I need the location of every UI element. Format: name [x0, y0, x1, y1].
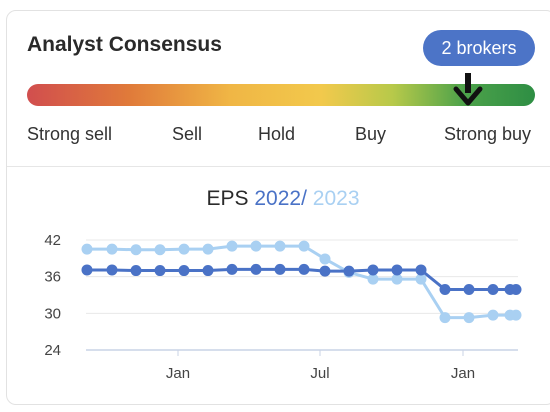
data-point-2022[interactable]: [154, 265, 166, 277]
y-tick-label: 36: [44, 269, 61, 286]
data-point-2023[interactable]: [250, 240, 262, 252]
x-tick-label: Jan: [451, 365, 475, 382]
data-point-2023[interactable]: [274, 240, 286, 252]
data-point-2023[interactable]: [178, 243, 190, 255]
data-point-2022[interactable]: [510, 284, 522, 295]
data-point-2023[interactable]: [106, 243, 118, 255]
y-tick-label: 42: [44, 232, 61, 249]
scale-label-buy: Buy: [355, 124, 387, 144]
data-point-2022[interactable]: [487, 284, 499, 295]
data-point-2023[interactable]: [415, 273, 427, 285]
data-point-2022[interactable]: [274, 263, 286, 275]
scale-label-strong-buy: Strong buy: [444, 124, 532, 144]
rating-marker-arrow-icon: [453, 73, 483, 106]
series-line-2023: [87, 244, 516, 320]
data-point-2022[interactable]: [250, 263, 262, 275]
data-point-2022[interactable]: [391, 264, 403, 276]
data-point-2022[interactable]: [81, 264, 93, 276]
data-point-2023[interactable]: [319, 253, 331, 265]
scale-label-sell: Sell: [172, 124, 203, 144]
scale-label-hold: Hold: [258, 124, 296, 144]
eps-title-prefix: EPS: [206, 187, 249, 210]
data-point-2023[interactable]: [154, 244, 166, 256]
brokers-badge[interactable]: 2 brokers: [423, 30, 535, 66]
data-point-2023[interactable]: [510, 309, 522, 321]
data-point-2022[interactable]: [319, 265, 331, 277]
data-point-2023[interactable]: [463, 312, 475, 324]
eps-title-year-2022[interactable]: 2022: [254, 187, 302, 210]
data-point-2022[interactable]: [202, 265, 214, 277]
data-point-2023[interactable]: [202, 243, 214, 255]
card-title: Analyst Consensus: [27, 33, 222, 56]
data-point-2022[interactable]: [463, 284, 475, 295]
data-point-2022[interactable]: [367, 264, 379, 276]
data-point-2022[interactable]: [130, 265, 142, 277]
y-tick-label: 24: [44, 342, 61, 359]
data-point-2022[interactable]: [439, 284, 451, 295]
data-point-2023[interactable]: [298, 240, 310, 252]
eps-title-year-2023[interactable]: 2023: [312, 187, 360, 210]
data-point-2022[interactable]: [343, 265, 355, 277]
data-point-2023[interactable]: [81, 243, 93, 255]
eps-chart-title: EPS 2022/ 2023: [0, 187, 550, 211]
data-point-2023[interactable]: [367, 273, 379, 285]
data-point-2023[interactable]: [487, 309, 499, 321]
consensus-gauge-bar: [27, 84, 535, 106]
data-point-2022[interactable]: [298, 263, 310, 275]
data-point-2023[interactable]: [439, 312, 451, 324]
x-tick-label: Jul: [310, 365, 329, 382]
y-tick-label: 30: [44, 305, 61, 322]
data-point-2022[interactable]: [106, 264, 118, 276]
data-point-2022[interactable]: [226, 263, 238, 275]
x-tick-label: Jan: [166, 365, 190, 382]
data-point-2022[interactable]: [178, 265, 190, 277]
data-point-2023[interactable]: [226, 240, 238, 252]
section-divider: [7, 166, 550, 167]
data-point-2023[interactable]: [130, 244, 142, 256]
data-point-2022[interactable]: [415, 264, 427, 276]
scale-label-strong-sell: Strong sell: [27, 124, 113, 144]
data-point-2023[interactable]: [391, 273, 403, 285]
eps-title-separator: /: [301, 187, 307, 210]
analyst-consensus-card: [6, 10, 550, 405]
